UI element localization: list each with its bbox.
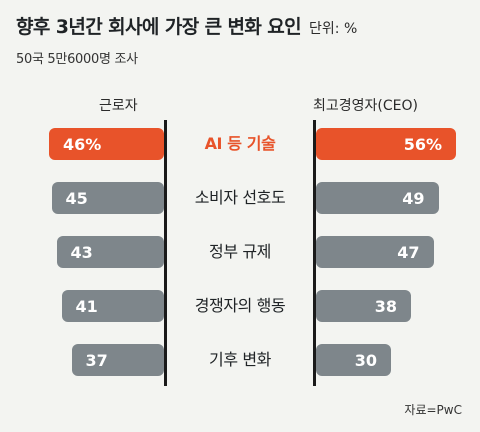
category-label-1: 소비자 선호도 xyxy=(194,188,286,207)
category-label-0: AI 등 기술 xyxy=(204,134,276,153)
category-label-2: 정부 규제 xyxy=(209,242,271,261)
value-label-workers-1: 45 xyxy=(65,188,88,208)
bar-ceo-1: 49 xyxy=(316,182,439,214)
legend-ceo: 최고경영자(CEO) xyxy=(313,98,418,114)
category-label-3: 경쟁자의 행동 xyxy=(194,296,286,315)
bar-workers-3: 41 xyxy=(61,290,164,322)
bar-ceo-4: 30 xyxy=(316,344,391,376)
value-label-ceo-3: 38 xyxy=(374,296,397,316)
bar-workers-0: 46% xyxy=(49,128,164,160)
value-label-ceo-2: 47 xyxy=(397,242,420,262)
source-note: 자료=PwC xyxy=(404,403,462,417)
legend-workers: 근로자 xyxy=(99,98,138,114)
bar-workers-4: 37 xyxy=(71,344,164,376)
value-label-workers-4: 37 xyxy=(85,350,108,370)
chart-title: 향후 3년간 회사에 가장 큰 변화 요인 xyxy=(16,16,302,38)
value-label-workers-2: 43 xyxy=(70,242,93,262)
right-divider xyxy=(313,120,316,386)
bar-workers-1: 45 xyxy=(51,182,164,214)
left-divider xyxy=(164,120,167,386)
value-label-ceo-1: 49 xyxy=(402,188,425,208)
unit-label: 단위: % xyxy=(309,21,358,37)
value-label-workers-3: 41 xyxy=(75,296,98,316)
chart-subtitle: 50국 5만6000명 조사 xyxy=(16,52,138,67)
bar-ceo-2: 47 xyxy=(316,236,434,268)
bar-ceo-0: 56% xyxy=(316,128,456,160)
value-label-ceo-0: 56% xyxy=(403,134,442,154)
category-label-4: 기후 변화 xyxy=(209,350,271,369)
bar-ceo-3: 38 xyxy=(316,290,411,322)
title-row: 향후 3년간 회사에 가장 큰 변화 요인 단위: % xyxy=(16,12,357,39)
value-label-workers-0: 46% xyxy=(63,134,102,154)
bar-workers-2: 43 xyxy=(56,236,164,268)
value-label-ceo-4: 30 xyxy=(354,350,377,370)
